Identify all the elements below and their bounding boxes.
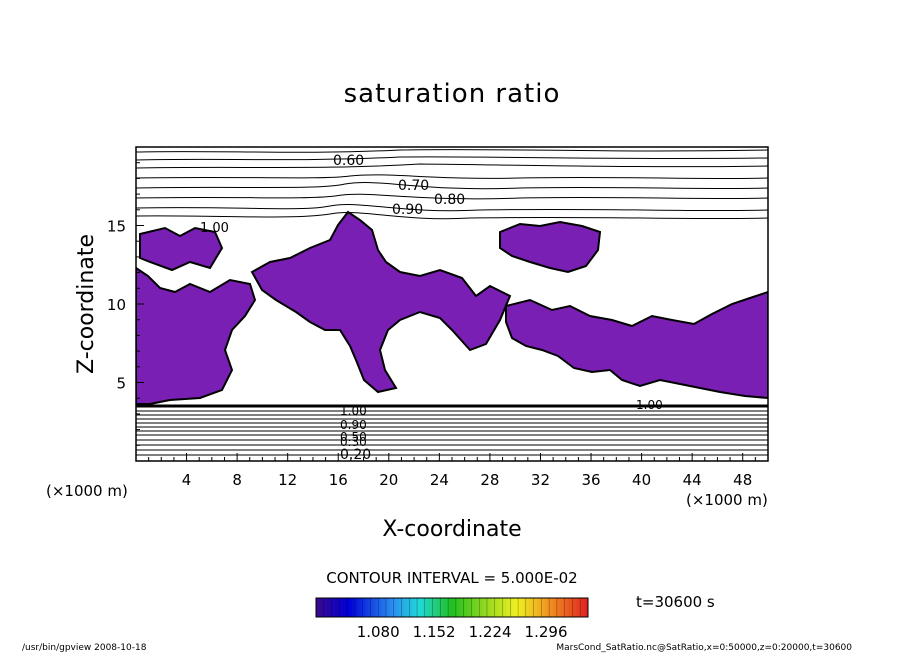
contour-label: 0.90 [392, 202, 423, 218]
contour-interval: CONTOUR INTERVAL = 5.000E-02 [326, 569, 577, 587]
contour-label: 0.80 [434, 192, 465, 208]
x-tick-label: 20 [379, 471, 398, 489]
lower-contours [136, 404, 768, 456]
x-tick-label: 32 [531, 471, 550, 489]
x-tick-label: 44 [683, 471, 702, 489]
plot-area [136, 147, 768, 461]
x-tick-label: 36 [581, 471, 600, 489]
contour-label: 0.70 [398, 178, 429, 194]
colorbar-tick-label: 1.296 [525, 623, 568, 641]
time-label: t=30600 s [636, 593, 715, 611]
footer-left: /usr/bin/gpview 2008-10-18 [22, 643, 147, 653]
x-tick-label: 28 [480, 471, 499, 489]
y-tick-label: 10 [107, 296, 126, 314]
contour-label: 0.30 [340, 435, 367, 449]
contour-label: 0.90 [340, 418, 367, 432]
y-axis: 5 10 15 [107, 162, 144, 446]
footer-right: MarsCond_SatRatio.nc@SatRatio,x=0:50000,… [556, 643, 852, 653]
contour-label: 1.00 [340, 404, 367, 418]
colorbar-tick-label: 1.080 [357, 623, 400, 641]
colorbar-tick-label: 1.152 [413, 623, 456, 641]
x-tick-label: 8 [232, 471, 242, 489]
x-axis-label: X-coordinate [382, 517, 521, 542]
contour-labels: 0.60 0.70 0.80 0.90 1.00 1.00 1.00 0.90 … [200, 153, 663, 463]
contour-label: 0.50 [340, 430, 367, 444]
x-unit-left: (×1000 m) [46, 482, 128, 500]
x-tick-label: 48 [733, 471, 752, 489]
contour-label: 1.00 [636, 398, 663, 412]
colorbar-ticks: 1.080 1.152 1.224 1.296 [315, 598, 589, 641]
colorbar-tick-label: 1.224 [469, 623, 512, 641]
supersaturated-fill [136, 210, 768, 405]
x-tick-label: 4 [182, 471, 192, 489]
colorbar [315, 597, 589, 618]
x-tick-label: 24 [430, 471, 449, 489]
x-tick-label: 40 [632, 471, 651, 489]
y-axis-label: Z-coordinate [74, 234, 99, 374]
upper-contours [136, 149, 768, 220]
x-tick-label: 16 [329, 471, 348, 489]
x-axis: 4 8 12 16 20 24 28 32 36 40 44 48 [148, 453, 756, 489]
x-tick-label: 12 [278, 471, 297, 489]
contour-label: 1.00 [200, 221, 229, 236]
x-unit-right: (×1000 m) [686, 491, 768, 509]
y-tick-label: 15 [107, 218, 126, 236]
chart-title: saturation ratio [344, 79, 561, 109]
y-tick-label: 5 [116, 375, 126, 393]
contour-label: 0.60 [333, 153, 364, 169]
